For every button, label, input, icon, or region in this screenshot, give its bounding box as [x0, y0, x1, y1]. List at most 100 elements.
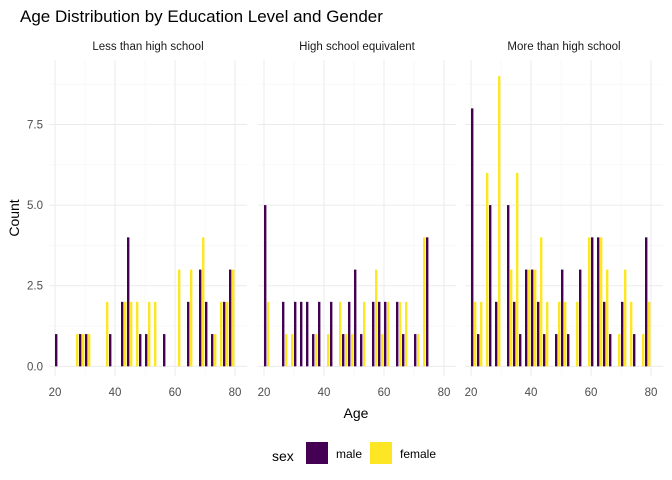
legend-label-female: female — [400, 447, 436, 461]
chart-title: Age Distribution by Education Level and … — [20, 7, 383, 26]
bar-male — [645, 237, 648, 367]
bar-female — [88, 334, 91, 367]
bar-male — [378, 301, 381, 367]
bar-male — [414, 334, 417, 367]
bar-female — [375, 269, 378, 367]
bar-male — [513, 301, 516, 367]
bar-male — [306, 301, 309, 367]
bar-female — [576, 301, 579, 367]
bar-male — [396, 301, 399, 367]
bar-female — [642, 334, 645, 367]
series-female — [474, 76, 651, 367]
bar-male — [163, 334, 166, 367]
bar-female — [345, 334, 348, 367]
legend-title: sex — [272, 448, 294, 464]
bar-male — [621, 301, 624, 367]
bar-male — [519, 334, 522, 367]
series-male — [264, 205, 429, 367]
x-tick-label: 60 — [378, 387, 391, 399]
bar-female — [291, 334, 294, 367]
bar-female — [405, 301, 408, 367]
bar-female — [474, 301, 477, 367]
bar-female — [606, 269, 609, 367]
bar-male — [330, 301, 333, 367]
bar-male — [471, 108, 474, 367]
series-male — [471, 108, 648, 367]
bar-female — [624, 269, 627, 367]
facet-strip-label: Less than high school — [92, 41, 203, 53]
series-male — [55, 237, 232, 367]
bar-male — [348, 301, 351, 367]
y-tick-label: 5.0 — [27, 200, 43, 212]
bar-female — [540, 237, 543, 367]
bar-female — [600, 237, 603, 367]
facet-strip-label: High school equivalent — [299, 41, 416, 53]
y-tick-label: 7.5 — [27, 119, 43, 131]
bar-male — [531, 269, 534, 367]
bar-female — [387, 301, 390, 367]
bar-male — [85, 334, 88, 367]
bar-female — [516, 172, 519, 367]
bar-male — [555, 334, 558, 367]
bar-male — [312, 334, 315, 367]
bar-female — [154, 301, 157, 367]
bar-male — [633, 334, 636, 367]
bar-male — [199, 269, 202, 367]
bar-female — [178, 269, 181, 367]
series-female — [76, 237, 235, 367]
bar-male — [609, 334, 612, 367]
x-tick-label: 60 — [585, 387, 598, 399]
bar-male — [354, 269, 357, 367]
bar-female — [618, 334, 621, 367]
bar-female — [534, 269, 537, 367]
bar-male — [402, 334, 405, 367]
bar-male — [525, 269, 528, 367]
bar-female — [148, 301, 151, 367]
legend-item-female: female — [370, 442, 436, 464]
bar-female — [76, 334, 79, 367]
legend: sex male female — [272, 442, 436, 464]
x-axis-title: Age — [344, 405, 369, 421]
bar-female — [510, 269, 513, 367]
x-tick-label: 20 — [465, 387, 478, 399]
y-tick-label: 2.5 — [27, 281, 43, 293]
bar-female — [588, 237, 591, 367]
facet-strip-label: More than high school — [507, 41, 620, 53]
bar-female — [124, 301, 127, 367]
bar-male — [342, 334, 345, 367]
bar-male — [579, 269, 582, 367]
legend-key-male — [306, 442, 328, 464]
bar-male — [264, 205, 267, 367]
bar-female — [351, 334, 354, 367]
bar-male — [543, 334, 546, 367]
bar-male — [567, 334, 570, 367]
bar-male — [384, 301, 387, 367]
bar-male — [121, 301, 124, 367]
bar-male — [109, 334, 112, 367]
bar-male — [426, 237, 429, 367]
bar-male — [294, 301, 297, 367]
facet-panel: Less than high school 20 40 60 80 — [49, 41, 247, 399]
bar-female — [417, 334, 420, 367]
bar-female — [528, 269, 531, 367]
y-axis-title: Count — [6, 199, 22, 236]
x-tick-label: 80 — [229, 387, 242, 399]
bar-male — [79, 334, 82, 367]
bar-male — [187, 301, 190, 367]
bar-male — [300, 301, 303, 367]
bar-male — [127, 237, 130, 367]
bar-female — [202, 237, 205, 367]
bar-male — [495, 301, 498, 367]
x-tick-label: 40 — [109, 387, 122, 399]
x-tick-label: 60 — [169, 387, 182, 399]
facet-panel: High school equivalent 20 40 60 80 — [258, 41, 456, 399]
legend-key-female — [370, 442, 392, 464]
bar-female — [381, 334, 384, 367]
bar-male — [372, 301, 375, 367]
bar-female — [315, 334, 318, 367]
bar-female — [82, 334, 85, 367]
bar-female — [232, 269, 235, 367]
bar-female — [285, 334, 288, 367]
facet-panel: More than high school 20 40 60 80 — [465, 41, 663, 399]
